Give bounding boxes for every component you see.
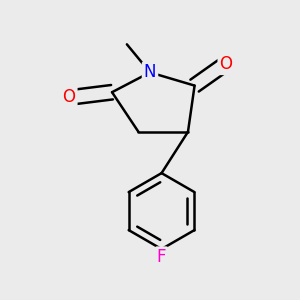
Text: O: O bbox=[63, 88, 76, 106]
Text: N: N bbox=[144, 63, 156, 81]
Text: O: O bbox=[220, 55, 232, 73]
Text: F: F bbox=[157, 248, 166, 266]
